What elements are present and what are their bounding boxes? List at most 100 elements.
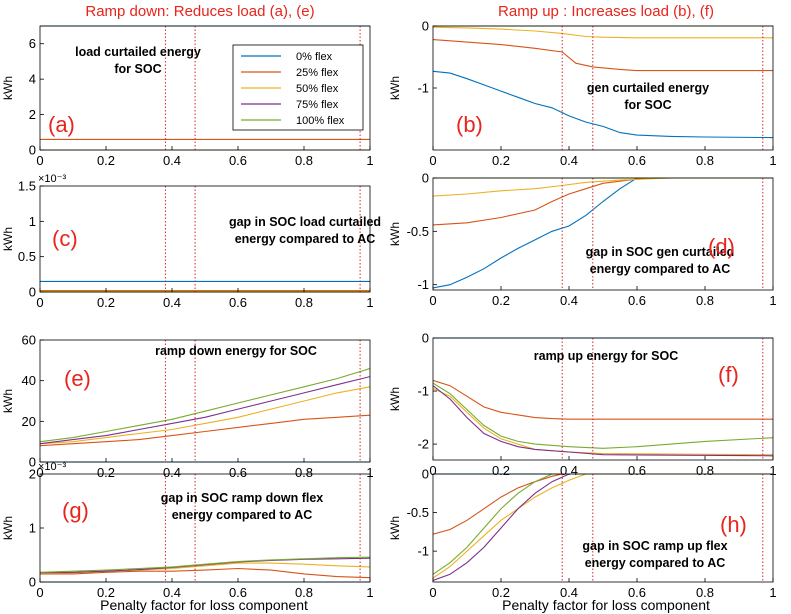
x-tick-label-g-0: 0 [36,585,43,600]
x-tick-label-b-4: 0.8 [696,153,714,168]
panel-letter-e: (e) [64,366,91,391]
y-tick-label-c-0: 0 [29,285,36,300]
x-tick-label-e-4: 0.8 [295,465,313,480]
annotation-c-1: energy compared to AC [235,232,376,246]
y-tick-label-f-2: 0 [422,331,429,346]
series-f-75-flex [433,385,773,457]
x-tick-label-d-1: 0.2 [492,293,510,308]
x-tick-label-c-0: 0 [36,295,43,310]
annotation-a-1: for SOC [114,62,161,76]
y-exponent-c: ×10⁻³ [38,173,66,185]
x-axis-label-right: Penalty factor for loss component [502,597,710,613]
x-tick-label-f-2: 0.4 [560,463,578,478]
x-tick-label-c-4: 0.8 [295,295,313,310]
x-tick-label-a-2: 0.4 [163,153,181,168]
y-axis-label-b: kWh [388,76,402,100]
panel-letter-g: (g) [62,498,89,523]
panel-h: 0 0.2 0.4 0.6 0.8 1 -1 -0.5 0 kWh gap in SOC ramp … [388,467,777,601]
x-tick-label-h-2: 0.4 [560,585,578,600]
axes-box-d [432,177,774,291]
series-e-75-flex [40,376,370,445]
x-tick-label-g-3: 0.6 [229,585,247,600]
x-tick-label-a-1: 0.2 [97,153,115,168]
x-tick-label-a-0: 0 [36,153,43,168]
x-tick-label-d-4: 0.8 [696,293,714,308]
series-d-50-flex [433,177,773,197]
panel-a: 0 0.2 0.4 0.6 0.8 1 0 2 4 6 kWh load curtailed ener… [1,25,374,168]
x-tick-label-d-5: 1 [769,293,776,308]
panel-c: 0 0.2 0.4 0.6 0.8 1 0 0.5 1 1.5 kWh ×10⁻³ gap in SOC… [1,173,381,310]
series-h-75-flex [433,473,773,582]
y-axis-label-a: kWh [1,76,15,100]
panel-g: 0 0.2 0.4 0.6 0.8 1 0 1 2 kWh ×10⁻³ gap in SOC ramp… [1,461,374,600]
y-tick-label-c-2: 1 [29,214,36,229]
series-h-25-flex [433,473,773,535]
x-tick-label-d-3: 0.6 [628,293,646,308]
y-tick-label-b-1: 0 [422,19,429,34]
y-tick-label-d-0: -1 [417,277,429,292]
x-tick-label-a-3: 0.6 [229,153,247,168]
x-tick-label-b-5: 1 [769,153,776,168]
y-tick-label-e-0: 0 [29,455,36,470]
panel-letter-h: (h) [720,512,747,537]
annotation-b-1: for SOC [624,98,671,112]
series-e-100-flex [40,367,370,443]
y-tick-label-c-3: 1.5 [18,179,36,194]
annotation-e-0: ramp down energy for SOC [155,344,317,358]
panel-letter-a: (a) [48,112,75,137]
x-tick-label-h-0: 0 [429,585,436,600]
annotation-d-0: gap in SOC gen curtailed [586,245,735,259]
x-tick-label-d-0: 0 [429,293,436,308]
series-b-50-flex [433,26,773,39]
x-tick-label-g-1: 0.2 [97,585,115,600]
annotation-g-0: gap in SOC ramp down flex [161,491,324,505]
y-tick-label-a-0: 0 [29,143,36,158]
y-axis-label-h: kWh [388,516,402,540]
series-g-25-flex [40,567,370,579]
x-tick-label-h-4: 0.8 [696,585,714,600]
y-tick-label-h-0: -1 [417,544,429,559]
y-tick-label-d-2: 0 [422,171,429,186]
x-tick-label-f-0: 0 [429,463,436,478]
x-tick-label-h-3: 0.6 [628,585,646,600]
panel-letter-c: (c) [52,226,78,251]
series-f-25-flex [433,379,773,420]
y-axis-label-e: kWh [1,389,15,413]
annotation-a-0: load curtailed energy [75,45,201,59]
x-tick-label-c-3: 0.6 [229,295,247,310]
x-tick-label-g-5: 1 [366,585,373,600]
x-tick-label-e-5: 1 [366,465,373,480]
series-d-0-flex [433,177,773,289]
x-tick-label-c-1: 0.2 [97,295,115,310]
series-e-25-flex [40,414,370,447]
x-tick-label-f-3: 0.6 [628,463,646,478]
series-b-0-flex [433,70,773,139]
y-tick-label-g-2: 2 [29,467,36,482]
series-f-100-flex [433,382,773,449]
panel-letter-d: (d) [708,234,735,259]
x-axis-label-left: Penalty factor for loss component [100,597,308,613]
x-tick-label-e-0: 0 [36,465,43,480]
y-tick-label-b-0: -1 [417,81,429,96]
y-exponent-g: ×10⁻³ [38,461,66,473]
y-tick-label-a-3: 6 [29,36,36,51]
x-tick-label-a-5: 1 [366,153,373,168]
x-tick-label-c-5: 1 [366,295,373,310]
x-tick-label-g-2: 0.4 [163,585,181,600]
y-axis-label-c: kWh [1,227,15,251]
x-tick-label-h-5: 1 [769,585,776,600]
axes-box-c [39,185,371,293]
panel-f: 0 0.2 0.4 0.6 0.8 1 -2 -1 0 kWh ramp up energy for… [388,331,777,479]
annotation-b-0: gen curtailed energy [587,81,709,95]
y-tick-label-e-3: 60 [22,333,36,348]
legend-entry-0: 0% flex [296,51,333,63]
annotation-g-1: energy compared to AC [172,508,313,522]
x-tick-label-e-2: 0.4 [163,465,181,480]
y-axis-label-d: kWh [388,222,402,246]
series-h-100-flex [433,473,773,575]
annotation-d-1: energy compared to AC [590,262,731,276]
y-tick-label-h-1: -0.5 [407,505,429,520]
series-e-50-flex [40,386,370,445]
